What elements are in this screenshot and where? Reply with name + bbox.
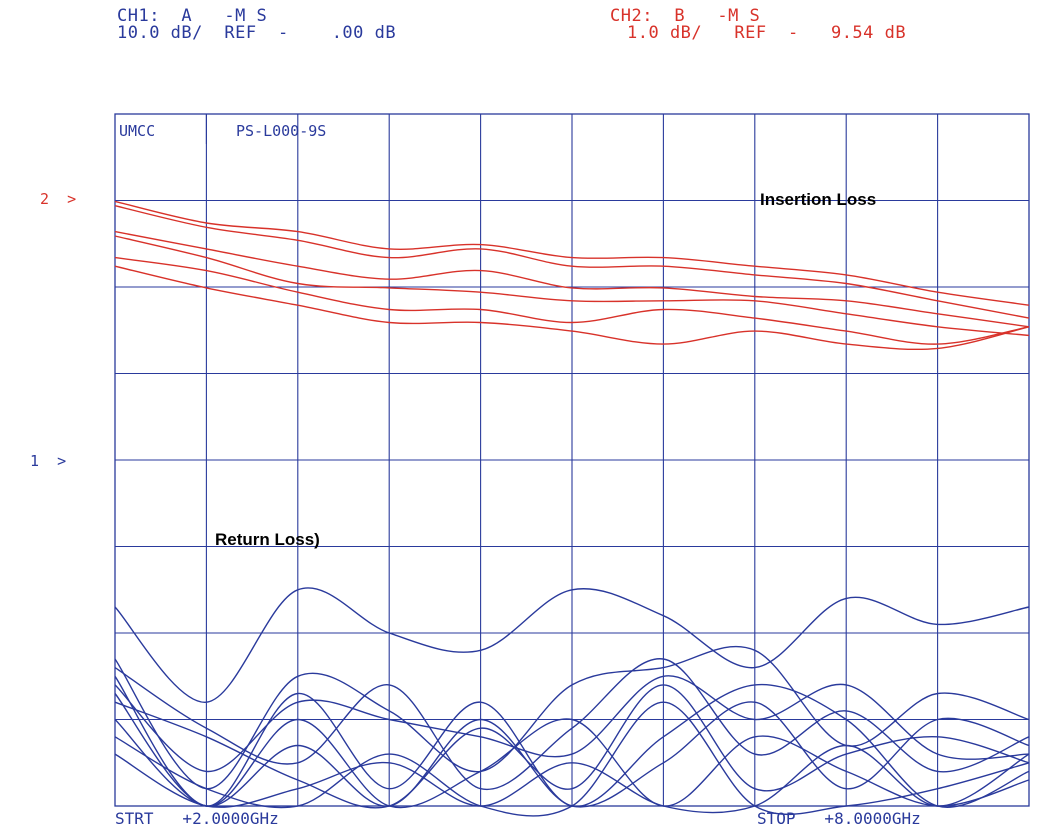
- ch1-header-line1: CH1: A -M S: [117, 6, 268, 26]
- return-loss-trace-1: [114, 587, 1030, 703]
- box-label-right: PS-L000-9S: [236, 122, 327, 140]
- insertion-loss-trace-2: [114, 205, 1030, 319]
- box-label-left: UMCC: [119, 122, 156, 140]
- insertion-loss-trace-5: [114, 256, 1030, 345]
- return-loss-trace-7: [114, 701, 1030, 808]
- ch2-reference-marker: 2 >: [40, 190, 77, 208]
- insertion-loss-trace-1: [114, 200, 1030, 306]
- return-loss-trace-9: [114, 701, 1030, 817]
- stop-frequency: STOP +8.0000GHz: [757, 809, 921, 828]
- ch2-header-line2: 1.0 dB/ REF - 9.54 dB: [627, 23, 907, 43]
- ch1-reference-marker: 1 >: [30, 452, 67, 470]
- return-loss-trace-4: [114, 675, 1030, 773]
- return-loss-trace-5: [114, 675, 1030, 808]
- return-loss-trace-3: [114, 658, 1030, 791]
- return-loss-trace-10: [114, 744, 1030, 814]
- start-frequency: STRT +2.0000GHz: [115, 809, 279, 828]
- return-loss-label: Return Loss): [215, 530, 320, 549]
- insertion-loss-trace-4: [114, 235, 1030, 337]
- insertion-loss-trace-6: [114, 265, 1030, 351]
- return-loss-trace-6: [114, 684, 1030, 809]
- insertion-loss-label: Insertion Loss: [760, 190, 877, 209]
- ch2-header-line1: CH2: B -M S: [610, 6, 761, 26]
- return-loss-trace-8: [114, 693, 1030, 809]
- insertion-loss-trace-3: [114, 230, 1030, 328]
- ch1-header-line2: 10.0 dB/ REF - .00 dB: [117, 23, 397, 43]
